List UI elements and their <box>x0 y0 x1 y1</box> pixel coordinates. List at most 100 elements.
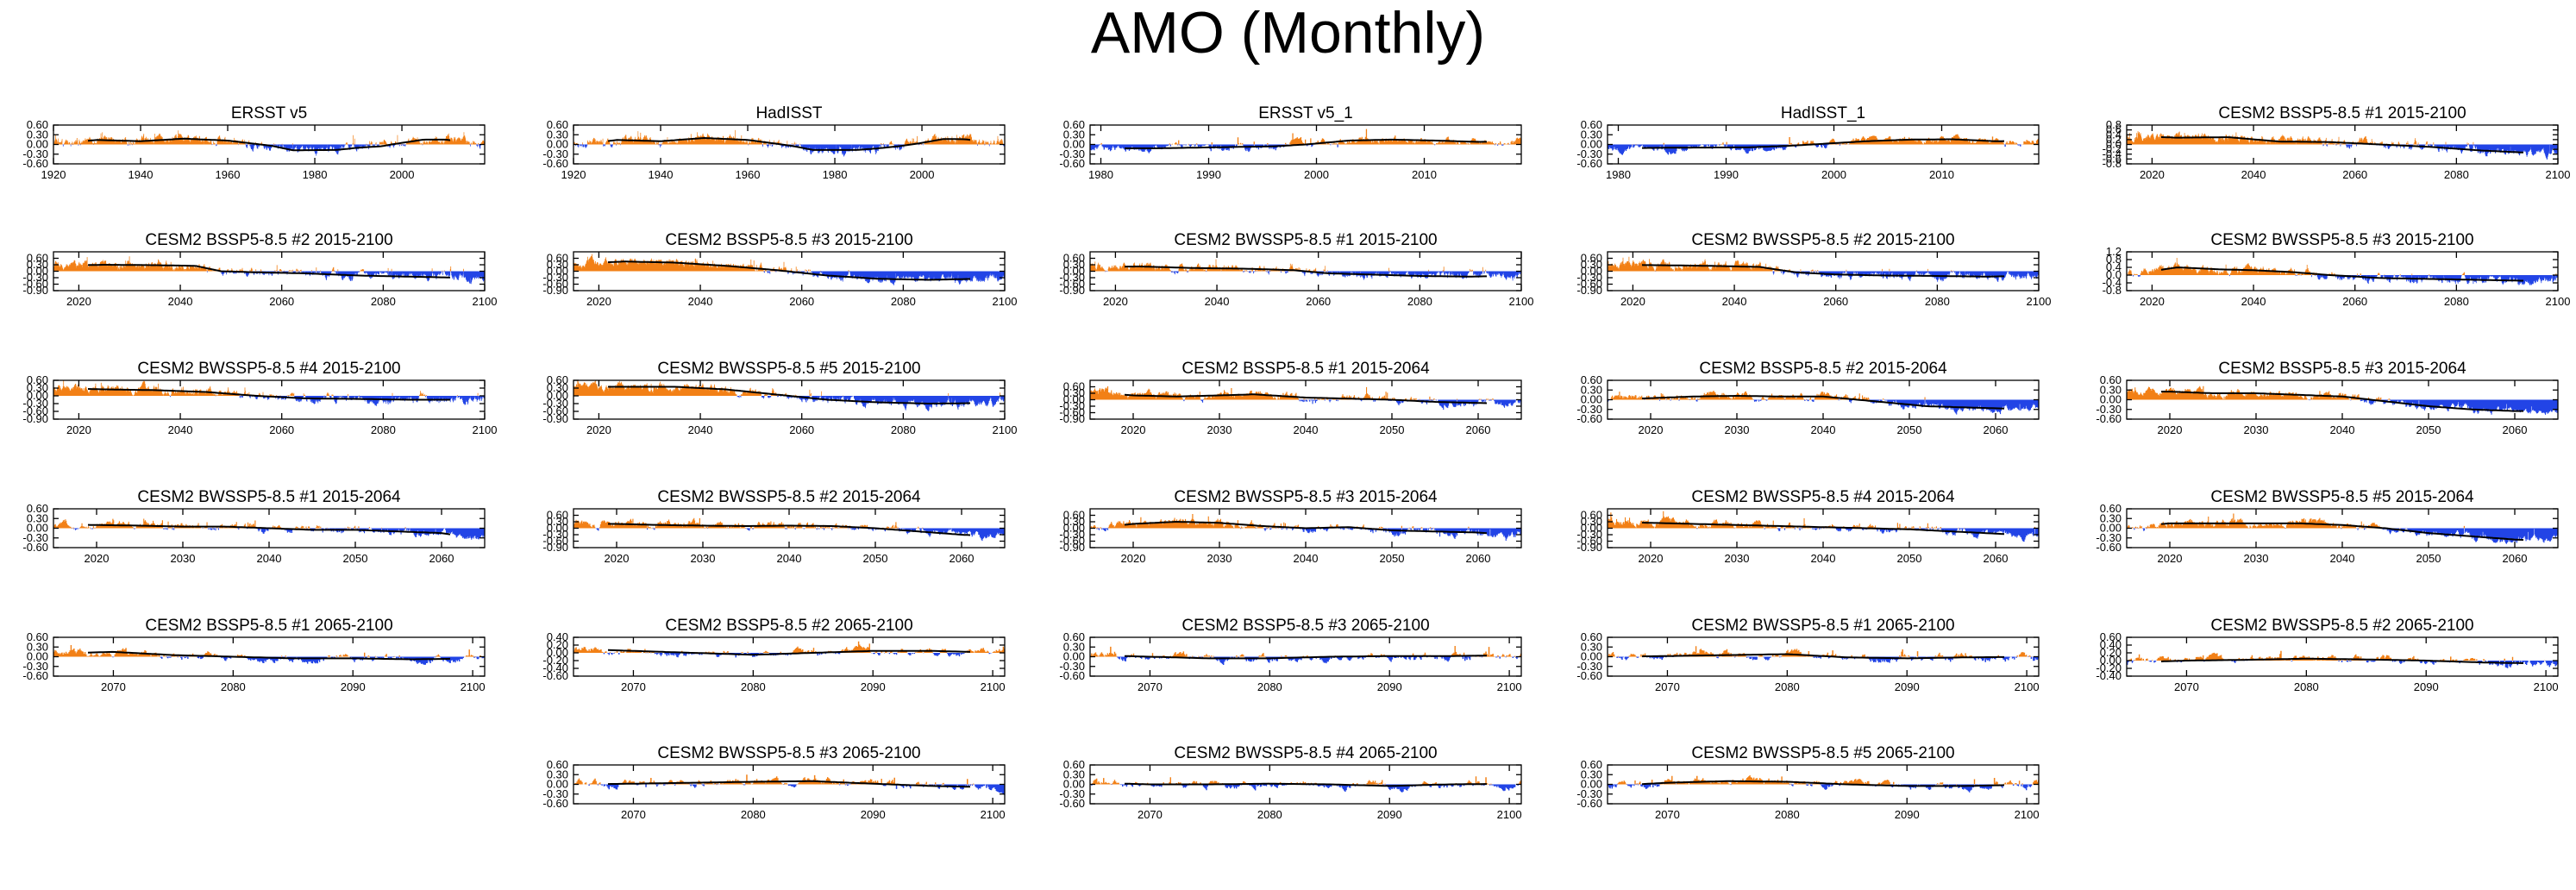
x-tick-label: 2100 <box>2546 168 2571 181</box>
x-tick-label: 2080 <box>221 680 246 693</box>
x-tick-label: 2100 <box>1497 808 1522 821</box>
panel-title: HadISST_1 <box>1781 104 1865 122</box>
x-tick-label: 2060 <box>789 295 814 308</box>
x-tick-label: 2080 <box>1257 808 1282 821</box>
x-tick-label: 2090 <box>2414 680 2439 693</box>
x-tick-label: 2060 <box>1823 295 1848 308</box>
negative-area <box>1091 784 1519 793</box>
negative-area <box>1096 528 1522 541</box>
x-tick-label: 2090 <box>861 680 886 693</box>
negative-area <box>1098 656 1520 665</box>
y-tick-label: 0.60 <box>1063 252 1085 265</box>
positive-area <box>53 380 479 396</box>
y-tick-label: 0.60 <box>27 502 48 515</box>
y-tick-label: 0.00 <box>1063 265 1085 278</box>
y-tick-label: 0.60 <box>27 630 48 643</box>
x-tick-label: 2020 <box>66 423 91 436</box>
y-tick-label: -0.30 <box>1059 787 1085 800</box>
y-tick-label: 0.60 <box>27 118 48 131</box>
y-tick-label: -0.60 <box>1576 535 1602 548</box>
positive-area <box>574 774 975 785</box>
x-tick-label: 2040 <box>2330 552 2355 565</box>
y-tick-label: 0.00 <box>547 138 568 151</box>
negative-area <box>1696 528 2040 542</box>
y-tick-label: 0.60 <box>1581 373 1602 386</box>
negative-area <box>736 396 1006 411</box>
smoothed-line <box>2160 522 2524 541</box>
panel-19: CESM2 BWSSP5-8.5 #4 2015-2064 0.600.300.0… <box>1576 488 2040 565</box>
x-tick-label: 2020 <box>1620 295 1645 308</box>
x-tick-label: 2070 <box>101 680 126 693</box>
smoothed-line <box>1641 653 2004 660</box>
panel-21: CESM2 BSSP5-8.5 #1 2065-2100 0.600.300.00… <box>22 617 486 693</box>
panel-title: CESM2 BWSSP5-8.5 #4 2015-2064 <box>1691 488 1955 506</box>
y-tick-label: -0.8 <box>2103 284 2122 297</box>
x-tick-label: 2020 <box>2158 552 2183 565</box>
panel-title: ERSST v5_1 <box>1258 104 1352 122</box>
panel-title: CESM2 BWSSP5-8.5 #3 2065-2100 <box>657 744 920 762</box>
y-tick-label: -0.4 <box>2103 276 2122 289</box>
positive-area <box>53 645 481 657</box>
panel-title: CESM2 BWSSP5-8.5 #1 2015-2064 <box>137 488 401 506</box>
x-tick-label: 2080 <box>741 808 766 821</box>
y-tick-label: -0.30 <box>1576 271 1602 284</box>
plot-frame <box>2126 251 2559 291</box>
y-tick-label: 0.60 <box>1063 380 1085 393</box>
smoothed-line <box>607 260 970 281</box>
y-tick-label: 0.40 <box>2100 638 2122 651</box>
panel-title: CESM2 BSSP5-8.5 #1 2015-2100 <box>2218 104 2466 122</box>
x-tick-label: 1980 <box>1088 168 1113 181</box>
x-tick-label: 2030 <box>1207 552 1232 565</box>
y-tick-label: 0.30 <box>2100 511 2122 524</box>
positive-area <box>1608 256 2009 272</box>
y-tick-label: 0.30 <box>1063 258 1085 271</box>
y-tick-label: 0.00 <box>27 650 48 663</box>
x-tick-label: 1980 <box>1606 168 1631 181</box>
y-tick-label: -0.30 <box>1059 660 1085 673</box>
y-tick-label: -0.30 <box>1576 403 1602 416</box>
panel-title: HadISST <box>755 104 822 122</box>
x-tick-label: 2060 <box>1984 423 2009 436</box>
x-tick-label: 2080 <box>2294 680 2319 693</box>
x-tick-label: 2080 <box>741 680 766 693</box>
x-tick-label: 2100 <box>993 423 1018 436</box>
y-tick-label: 0.00 <box>2100 393 2122 406</box>
smoothed-line <box>1641 395 2005 410</box>
y-tick-label: -0.60 <box>542 797 568 810</box>
panel-24: CESM2 BWSSP5-8.5 #1 2065-2100 0.600.300.0… <box>1576 617 2040 693</box>
y-tick-label: 0.60 <box>1581 630 1602 643</box>
positive-area <box>1632 134 2040 145</box>
panel-23: CESM2 BSSP5-8.5 #3 2065-2100 0.600.300.00… <box>1059 617 1522 693</box>
x-tick-label: 2090 <box>341 680 366 693</box>
y-tick-label: -0.90 <box>1059 284 1085 297</box>
y-tick-label: -0.60 <box>1059 406 1085 419</box>
y-tick-label: 0.00 <box>1581 393 1602 406</box>
smoothed-line <box>2160 136 2524 154</box>
x-tick-label: 2060 <box>1984 552 2009 565</box>
y-tick-label: 0.00 <box>1581 778 1602 791</box>
y-tick-label: 0.60 <box>547 758 568 771</box>
x-tick-label: 2020 <box>1639 552 1664 565</box>
y-tick-label: 0.00 <box>1063 650 1085 663</box>
x-tick-label: 2020 <box>586 423 611 436</box>
y-tick-label: 0.60 <box>27 373 48 386</box>
y-tick-label: 0.30 <box>547 128 568 141</box>
plot-frame <box>573 379 1006 420</box>
x-tick-label: 2060 <box>2503 423 2528 436</box>
panel-14: CESM2 BSSP5-8.5 #2 2015-2064 0.600.300.00… <box>1576 360 2040 436</box>
y-tick-label: 0.30 <box>1581 258 1602 271</box>
y-tick-label: 0.30 <box>1581 128 1602 141</box>
y-tick-label: -0.30 <box>22 147 48 160</box>
y-tick-label: 0.30 <box>27 128 48 141</box>
positive-area <box>573 641 1006 653</box>
y-tick-label: 0.8 <box>2106 253 2122 266</box>
y-tick-label: -0.60 <box>542 278 568 291</box>
negative-area <box>595 528 1006 542</box>
y-tick-label: -0.60 <box>1059 157 1085 170</box>
panel-27: CESM2 BWSSP5-8.5 #4 2065-2100 0.600.300.0… <box>1059 744 1522 821</box>
y-tick-label: 0.60 <box>547 373 568 386</box>
x-tick-label: 2030 <box>2244 423 2269 436</box>
positive-area <box>573 380 1000 396</box>
